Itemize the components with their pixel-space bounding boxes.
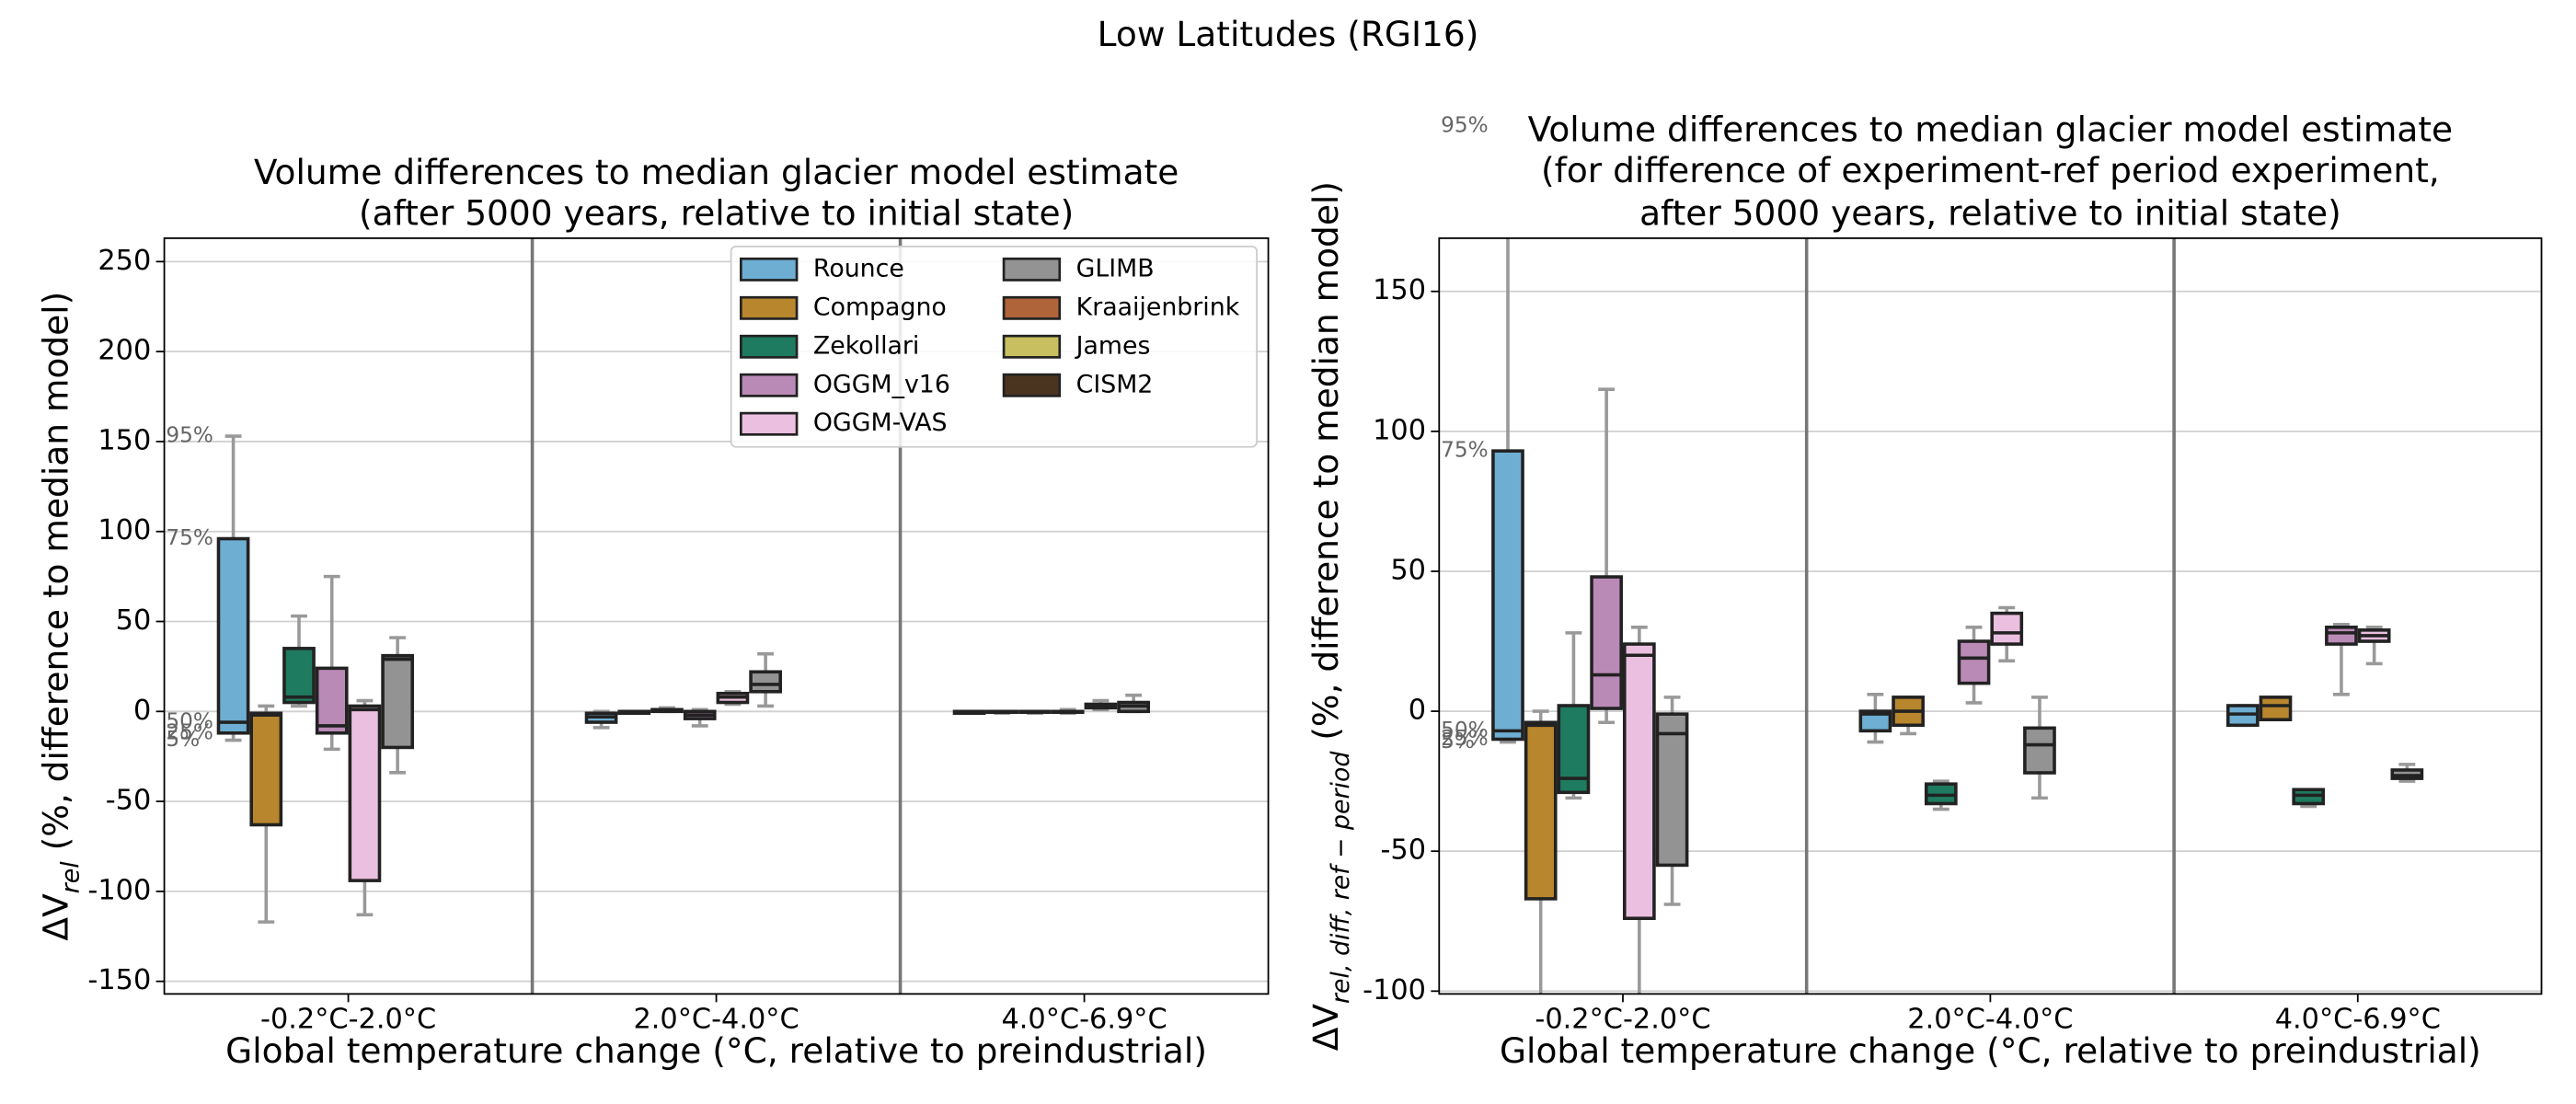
y-tick-label: 0 bbox=[133, 695, 151, 727]
quantile-label: 5% bbox=[1441, 729, 1475, 753]
plot-frame bbox=[163, 237, 1270, 995]
legend-swatch bbox=[740, 295, 799, 320]
box bbox=[348, 704, 382, 882]
box bbox=[381, 653, 414, 750]
quantile-label: 25% bbox=[1441, 726, 1489, 751]
legend-swatch bbox=[740, 257, 799, 282]
y-label-main: ΔV bbox=[1305, 1004, 1345, 1052]
quantile-label: 75% bbox=[166, 525, 213, 550]
y-tick-label: 100 bbox=[1373, 414, 1426, 446]
y-tick-label: -50 bbox=[1380, 834, 1426, 867]
x-axis-label: Global temperature change (°C, relative … bbox=[1500, 1030, 2481, 1071]
quantile-label: 50% bbox=[166, 709, 213, 734]
y-tick-label: 150 bbox=[1373, 274, 1426, 306]
y-tick-label: 0 bbox=[1409, 695, 1426, 727]
box bbox=[1990, 611, 2024, 646]
box bbox=[1655, 712, 1689, 868]
legend-label: OGGM-VAS bbox=[813, 408, 948, 437]
chart-title: after 5000 years, relative to initial st… bbox=[1639, 192, 2341, 233]
y-tick-label: 250 bbox=[98, 245, 151, 277]
box bbox=[1491, 449, 1524, 742]
plot-frame bbox=[1438, 237, 2543, 995]
y-tick-label: 50 bbox=[116, 604, 152, 637]
quantile-label: 75% bbox=[1441, 438, 1489, 463]
x-axis-label: Global temperature change (°C, relative … bbox=[225, 1030, 1207, 1071]
y-tick-label: -100 bbox=[1363, 974, 1426, 1006]
y-label-sub: rel bbox=[56, 861, 85, 893]
plot-area bbox=[1491, 237, 2424, 995]
legend-label: James bbox=[1075, 331, 1151, 360]
y-label-sub: rel, diff, ref − period bbox=[1327, 751, 1355, 1004]
y-tick-label: -150 bbox=[87, 964, 151, 996]
x-tick-label: 4.0°C-6.9°C bbox=[2275, 1003, 2441, 1035]
box bbox=[1590, 575, 1623, 710]
legend-swatch bbox=[1002, 373, 1062, 397]
x-tick-label: 4.0°C-6.9°C bbox=[1001, 1003, 1167, 1035]
chart-title: Volume differences to median glacier mod… bbox=[254, 152, 1179, 192]
legend-swatch bbox=[740, 373, 799, 397]
suptitle: Low Latitudes (RGI16) bbox=[1098, 14, 1479, 54]
box bbox=[1524, 720, 1558, 901]
y-tick-label: 150 bbox=[98, 424, 151, 456]
legend-label: Zekollari bbox=[813, 331, 919, 360]
x-tick-label: -0.2°C-2.0°C bbox=[260, 1003, 436, 1035]
quantile-label: 95% bbox=[166, 423, 213, 448]
box bbox=[1957, 639, 1991, 685]
box bbox=[216, 536, 250, 735]
legend-swatch bbox=[1002, 334, 1062, 359]
box bbox=[749, 670, 783, 694]
quantile-label: 50% bbox=[1441, 718, 1489, 742]
y-tick-label: -50 bbox=[106, 785, 152, 817]
box bbox=[1622, 642, 1656, 921]
box bbox=[2023, 726, 2056, 775]
x-tick-label: 2.0°C-4.0°C bbox=[1907, 1003, 2073, 1035]
y-axis-label: ΔVrel, diff, ref − period (%, difference… bbox=[1305, 181, 1355, 1051]
legend-swatch bbox=[740, 411, 799, 436]
legend-frame bbox=[730, 245, 1258, 448]
box bbox=[315, 666, 349, 735]
quantile-label: 25% bbox=[166, 719, 213, 744]
y-label-rest: (%, difference to median model) bbox=[1305, 181, 1345, 752]
legend-swatch bbox=[1002, 295, 1062, 320]
box bbox=[2259, 696, 2293, 721]
x-tick-label: 2.0°C-4.0°C bbox=[633, 1003, 799, 1035]
legend-swatch bbox=[1002, 257, 1062, 282]
box bbox=[1858, 709, 1892, 733]
x-tick-label: -0.2°C-2.0°C bbox=[1535, 1003, 1710, 1035]
legend-label: CISM2 bbox=[1076, 370, 1154, 398]
box bbox=[282, 647, 316, 705]
y-label-main: ΔV bbox=[35, 893, 75, 941]
y-label-rest: (%, difference to median model) bbox=[35, 292, 75, 862]
legend-label: OGGM_v16 bbox=[813, 370, 950, 398]
legend-label: Rounce bbox=[813, 254, 904, 282]
legend-label: GLIMB bbox=[1076, 254, 1155, 282]
quantile-label: 95% bbox=[1441, 113, 1489, 138]
plot-area bbox=[216, 434, 1150, 924]
y-axis-label: ΔVrel (%, difference to median model) bbox=[35, 292, 86, 941]
legend-label: Kraaijenbrink bbox=[1076, 293, 1240, 321]
y-tick-label: 100 bbox=[98, 514, 151, 546]
y-tick-label: 200 bbox=[98, 335, 151, 367]
quantile-label: 5% bbox=[166, 727, 200, 752]
chart-title: (after 5000 years, relative to initial s… bbox=[359, 192, 1074, 233]
box bbox=[249, 711, 283, 827]
box bbox=[2325, 626, 2358, 646]
legend-swatch bbox=[740, 334, 799, 359]
chart-title: (for difference of experiment-ref period… bbox=[1541, 150, 2440, 190]
chart-title: Volume differences to median glacier mod… bbox=[1528, 109, 2454, 149]
legend-label: Compagno bbox=[813, 293, 947, 321]
y-tick-label: -100 bbox=[87, 874, 151, 906]
y-tick-label: 50 bbox=[1390, 554, 1426, 586]
